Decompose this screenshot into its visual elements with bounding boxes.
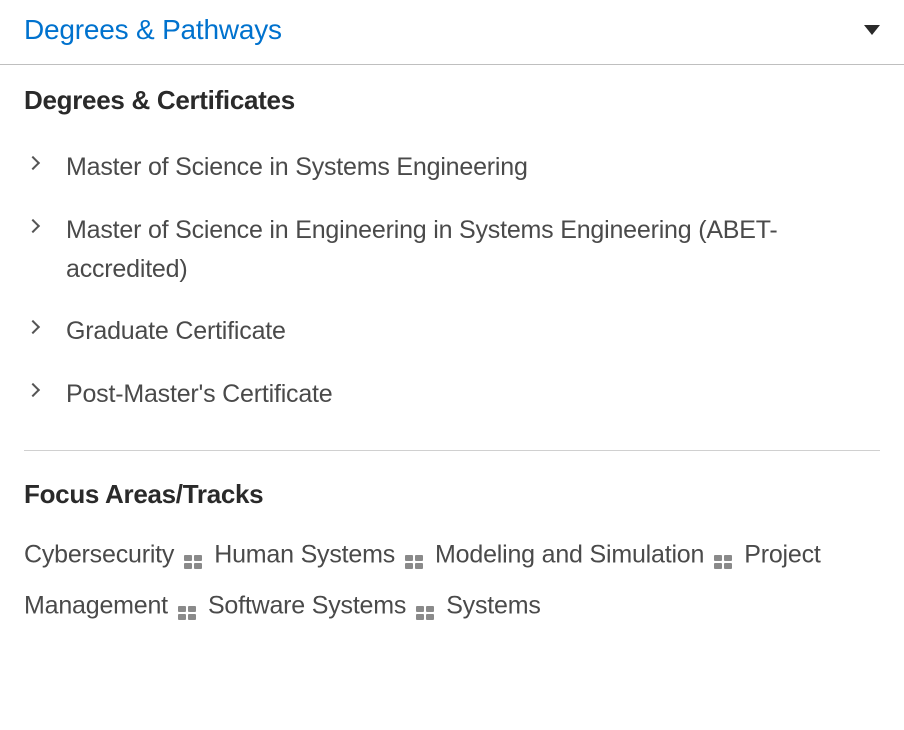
degree-item[interactable]: Master of Science in Systems Engineering	[24, 136, 880, 199]
chevron-right-icon	[26, 383, 40, 397]
degree-item[interactable]: Post-Master's Certificate	[24, 363, 880, 426]
grid-separator-icon	[178, 581, 196, 629]
panel-title: Degrees & Pathways	[24, 14, 282, 46]
grid-separator-icon	[184, 530, 202, 578]
focus-area-item[interactable]: Systems	[446, 592, 540, 620]
degrees-section-title: Degrees & Certificates	[24, 85, 880, 116]
degree-label: Post-Master's Certificate	[66, 375, 333, 414]
degree-item[interactable]: Master of Science in Engineering in Syst…	[24, 199, 880, 301]
grid-separator-icon	[405, 530, 423, 578]
focus-section-title: Focus Areas/Tracks	[24, 479, 880, 510]
degree-label: Master of Science in Engineering in Syst…	[66, 211, 880, 289]
focus-area-item[interactable]: Software Systems	[208, 592, 406, 620]
focus-area-item[interactable]: Human Systems	[214, 540, 395, 568]
degree-item[interactable]: Graduate Certificate	[24, 300, 880, 363]
focus-section: Focus Areas/Tracks Cybersecurity Human Sy…	[0, 451, 904, 661]
focus-areas: Cybersecurity Human Systems Modeling and S…	[24, 530, 880, 633]
focus-area-item[interactable]: Cybersecurity	[24, 540, 174, 568]
caret-down-icon	[864, 25, 880, 35]
degree-label: Graduate Certificate	[66, 312, 286, 351]
degree-label: Master of Science in Systems Engineering	[66, 148, 528, 187]
degree-list: Master of Science in Systems Engineering…	[24, 136, 880, 426]
grid-separator-icon	[714, 530, 732, 578]
focus-area-item[interactable]: Modeling and Simulation	[435, 540, 704, 568]
chevron-right-icon	[26, 320, 40, 334]
chevron-right-icon	[26, 156, 40, 170]
chevron-right-icon	[26, 219, 40, 233]
grid-separator-icon	[416, 581, 434, 629]
degrees-section: Degrees & Certificates Master of Science…	[0, 65, 904, 426]
panel-header[interactable]: Degrees & Pathways	[0, 0, 904, 65]
degrees-pathways-panel: Degrees & Pathways Degrees & Certificate…	[0, 0, 904, 661]
